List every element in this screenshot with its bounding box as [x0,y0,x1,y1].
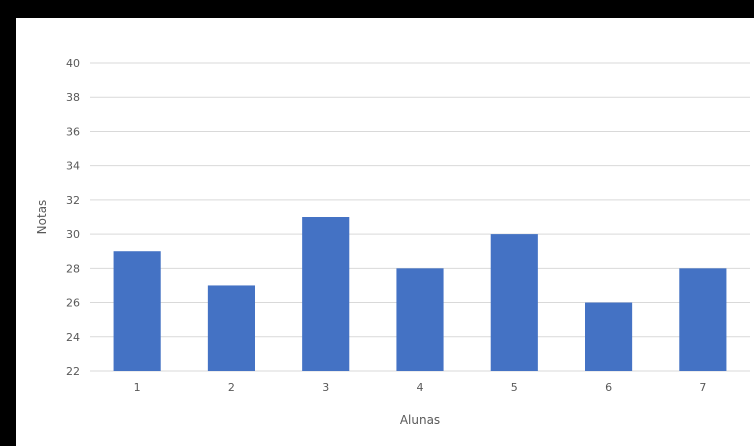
x-tick-label: 7 [699,381,706,394]
x-tick-label: 6 [605,381,612,394]
bar-2 [207,285,255,371]
gridlines [90,62,750,372]
y-tick-label: 30 [66,228,80,241]
bar-3 [302,217,350,371]
bar-6 [585,302,633,371]
y-tick-label: 38 [66,91,80,104]
y-tick-label: 34 [66,160,80,173]
x-tick-label: 5 [511,381,518,394]
bars [113,217,727,371]
y-axis-title: Notas [35,200,49,235]
bar-4 [396,268,444,371]
y-tick-label: 24 [66,331,80,344]
y-tick-label: 22 [66,365,80,378]
y-tick-label: 26 [66,297,80,310]
y-tick-label: 40 [66,57,80,70]
x-axis-title: Alunas [400,413,440,427]
x-tick-label: 2 [228,381,235,394]
bar-7 [679,268,727,371]
y-tick-label: 36 [66,125,80,138]
x-tick-label: 1 [134,381,141,394]
y-tick-label: 28 [66,262,80,275]
x-tick-label: 3 [322,381,329,394]
y-tick-label: 32 [66,194,80,207]
bar-1 [113,251,161,371]
bar-5 [490,234,538,371]
x-axis-ticks: 1 2 3 4 5 6 7 [134,381,707,394]
y-axis-ticks: 22 24 26 28 30 32 34 36 38 40 [66,57,80,378]
x-tick-label: 4 [417,381,424,394]
